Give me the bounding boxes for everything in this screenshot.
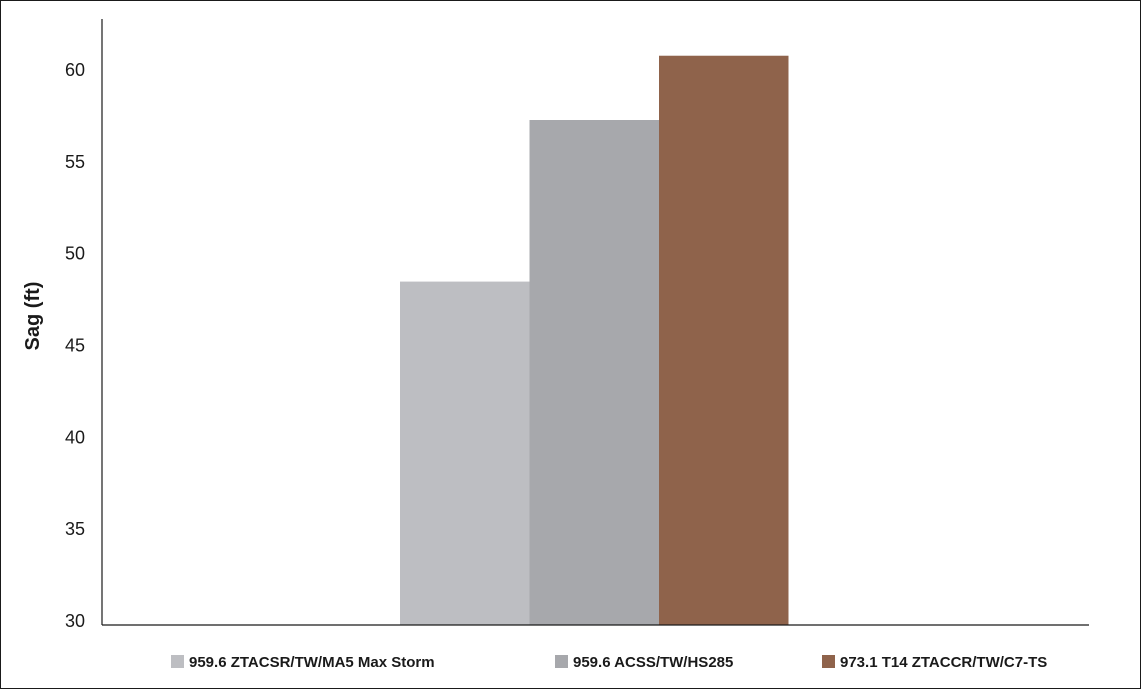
y-tick-label: 40 [65,427,85,447]
legend: 959.6 ZTACSR/TW/MA5 Max Storm 959.6 ACSS/… [171,654,1047,671]
legend-swatch-3 [822,655,835,668]
bar-2 [529,120,659,625]
y-tick-label: 50 [65,244,85,264]
y-axis-title: Sag (ft) [22,282,44,351]
bars [400,55,789,625]
y-tick-label: 60 [65,60,85,80]
legend-swatch-2 [555,655,568,668]
y-tick-label: 35 [65,519,85,539]
bar-1 [400,281,530,625]
legend-label-3: 973.1 T14 ZTACCR/TW/C7-TS [840,654,1047,671]
legend-swatch-1 [171,655,184,668]
y-tick-label: 45 [65,336,85,356]
y-tick-label: 55 [65,152,85,172]
legend-label-1: 959.6 ZTACSR/TW/MA5 Max Storm [189,654,435,671]
legend-label-2: 959.6 ACSS/TW/HS285 [573,654,733,671]
y-axis-ticks: 30 35 40 45 50 55 60 [65,60,85,631]
bar-3 [659,55,789,625]
y-tick-label: 30 [65,611,85,631]
